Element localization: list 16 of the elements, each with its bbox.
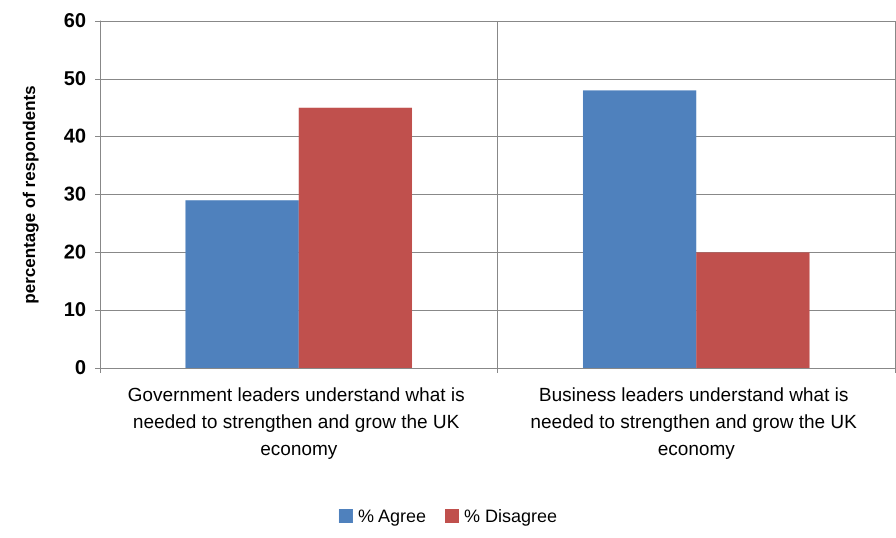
y-tick-label: 0 — [74, 357, 86, 379]
y-tick-label: 50 — [64, 68, 86, 90]
y-tick-label: 20 — [64, 241, 86, 264]
legend-label: % Agree — [358, 506, 426, 526]
y-tick-label: 40 — [64, 126, 86, 148]
y-tick-label: 60 — [64, 10, 86, 32]
bar — [185, 200, 299, 368]
bar — [582, 90, 696, 368]
bar — [696, 252, 810, 368]
y-axis-title: percentage of respondents — [20, 85, 39, 304]
y-tick-label: 30 — [64, 184, 86, 206]
legend-label: % Disagree — [464, 506, 558, 526]
x-tick-label: Government leaders understand what is needed to strengthen and grow the UK economy — [128, 385, 470, 460]
x-tick-label: Business leaders understand what is needed to strengthen and grow the UK economy — [530, 385, 862, 460]
y-tick-label: 10 — [64, 299, 86, 322]
bar — [298, 108, 412, 368]
